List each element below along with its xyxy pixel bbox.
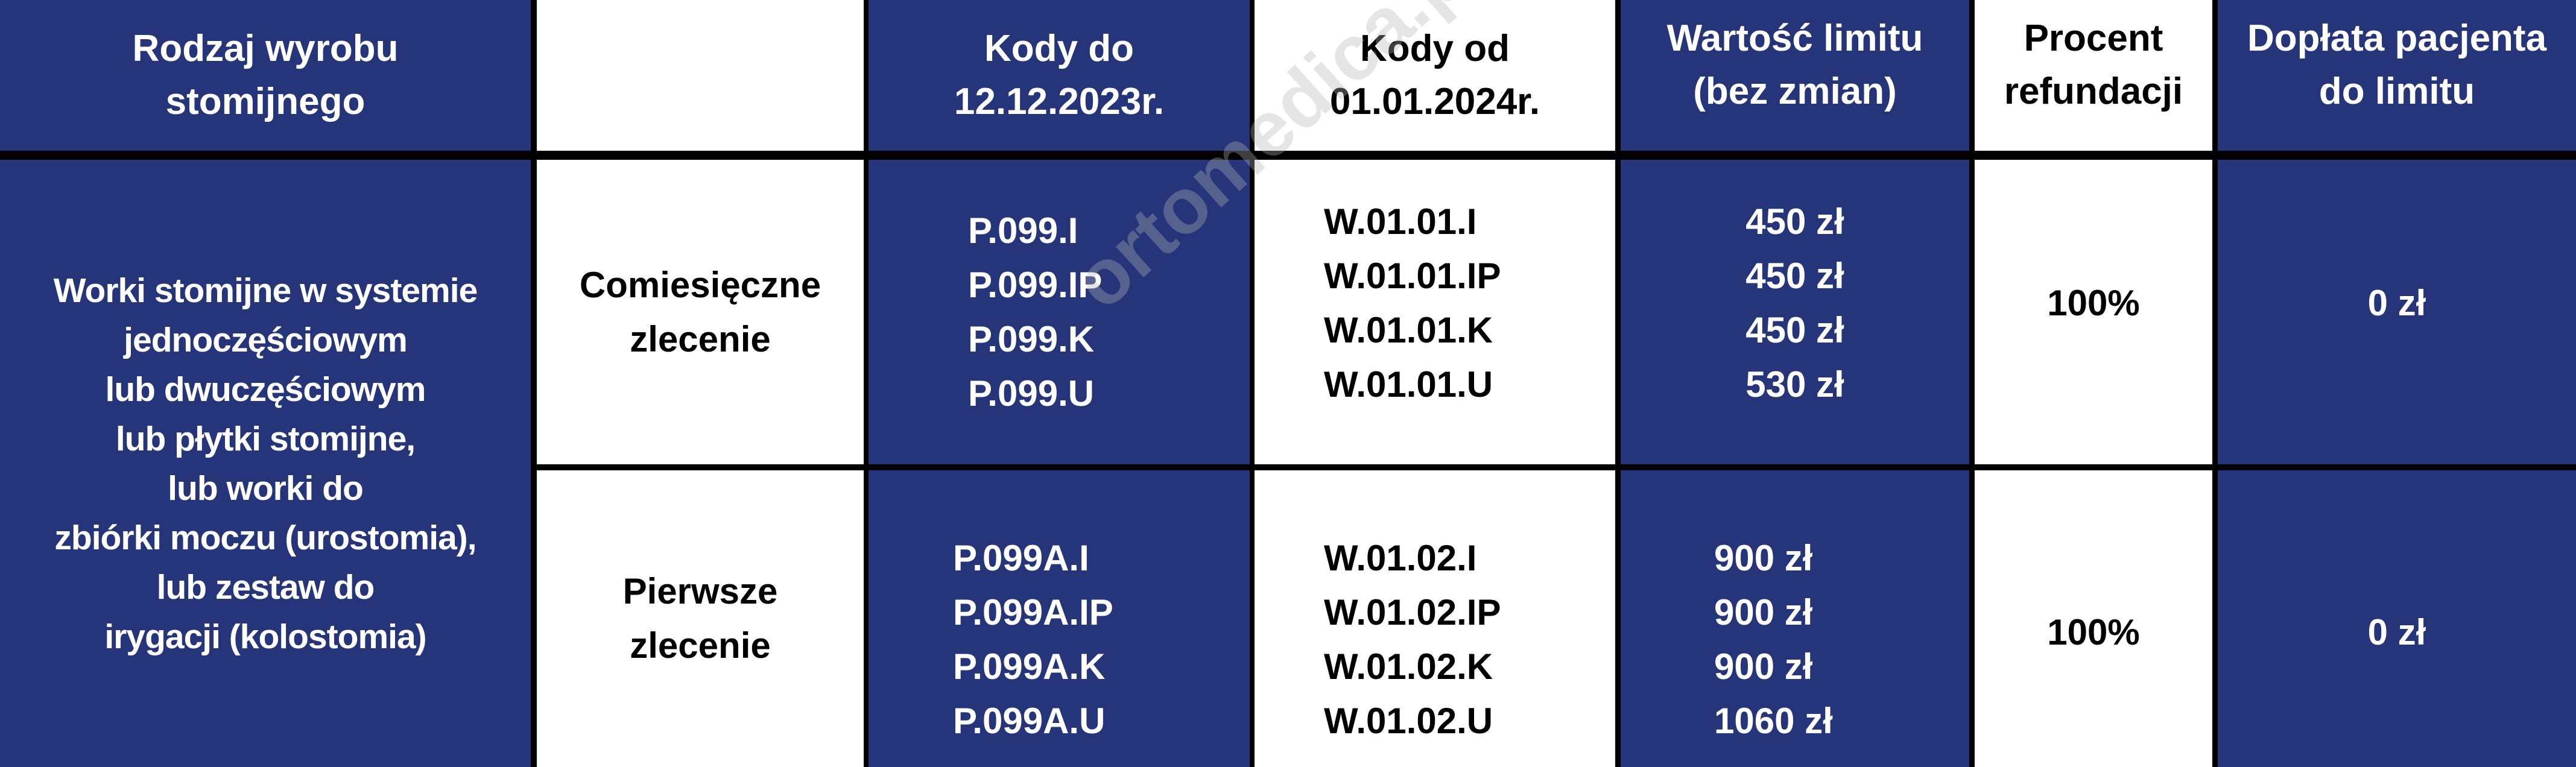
limit-value: 900 zł [1714,646,1813,687]
code: P.099A.K [953,646,1106,687]
product-type-cell: Worki stomijne w systemie jednoczęściowy… [0,160,531,767]
header-text: Wartość limitu [1666,17,1923,59]
limit-value: 450 zł [1745,309,1844,350]
limits-first: 900 zł 900 zł 900 zł 1060 zł [1621,470,1969,767]
order-type-text: Comiesięczne [579,264,821,305]
product-line: jednoczęściowym [124,320,408,359]
header-refund-percent: Procent refundacji [1975,0,2212,151]
limit-value: 450 zł [1745,255,1844,296]
old-codes-first: P.099A.I P.099A.IP P.099A.K P.099A.U [869,470,1250,767]
header-text: 12.12.2023r. [954,81,1165,122]
code: W.01.02.K [1324,646,1493,687]
limits-monthly: 450 zł 450 zł 450 zł 530 zł [1621,160,1969,464]
header-text: refundacji [2004,71,2183,112]
code: W.01.01.IP [1324,255,1501,296]
product-line: irygacji (kolostomia) [104,617,426,656]
header-text: Procent [2024,17,2163,59]
order-type-first: Pierwsze zlecenie [537,470,864,767]
order-type-text: Pierwsze [622,571,778,611]
product-line: lub zestaw do [156,567,375,607]
new-codes-first: W.01.02.I W.01.02.IP W.01.02.K W.01.02.U [1255,470,1615,767]
product-line: zbiórki moczu (urostomia), [54,518,476,557]
copay-monthly: 0 zł [2218,160,2576,464]
new-codes-monthly: W.01.01.I W.01.01.IP W.01.01.K W.01.01.U [1255,160,1615,464]
product-line: Worki stomijne w systemie [53,271,478,310]
code: P.099A.U [953,701,1106,741]
code: W.01.01.U [1324,364,1493,405]
header-new-codes: Kody od 01.01.2024r. [1255,0,1615,151]
refund-monthly: 100% [1975,160,2212,464]
order-type-text: zlecenie [630,318,771,359]
header-text: Rodzaj wyrobu [132,28,399,69]
code: W.01.02.I [1324,538,1477,578]
header-text: Kody do [984,28,1134,69]
code: W.01.01.I [1324,201,1477,242]
copay-first: 0 zł [2218,470,2576,767]
code: W.01.01.K [1324,309,1493,350]
limit-value: 900 zł [1714,538,1813,578]
header-text: Kody od [1360,28,1510,69]
header-limit-value: Wartość limitu (bez zmian) [1621,0,1969,151]
refund-first: 100% [1975,470,2212,767]
code: P.099A.IP [953,592,1113,633]
product-line: lub dwuczęściowym [105,370,426,409]
limit-value: 530 zł [1745,364,1844,405]
header-empty [537,0,864,151]
copay-value: 0 zł [2367,282,2426,323]
header-text: 01.01.2024r. [1329,81,1540,122]
order-type-monthly: Comiesięczne zlecenie [537,160,864,464]
old-codes-monthly: P.099.I P.099.IP P.099.K P.099.U [869,160,1250,464]
header-text: (bez zmian) [1693,71,1897,112]
header-product-type: Rodzaj wyrobu stomijnego [0,0,531,151]
code: P.099A.I [953,538,1089,578]
refund-value: 100% [2047,611,2140,652]
code: P.099.IP [968,264,1103,305]
header-text: stomijnego [165,81,366,122]
product-line: lub płytki stomijne, [115,419,416,458]
code: W.01.02.IP [1324,592,1501,633]
limit-value: 900 zł [1714,592,1813,633]
header-text: Dopłata pacjenta [2247,17,2547,59]
header-text: do limitu [2318,71,2475,112]
limit-value: 450 zł [1745,201,1844,242]
header-patient-copay: Dopłata pacjenta do limitu [2218,0,2576,151]
code: P.099.U [968,373,1095,414]
copay-value: 0 zł [2367,611,2426,652]
product-line: lub worki do [168,469,364,508]
order-type-text: zlecenie [630,625,771,666]
code: W.01.02.U [1324,701,1493,741]
limit-value: 1060 zł [1714,701,1833,741]
code: P.099.K [968,318,1095,359]
refund-value: 100% [2047,282,2140,323]
code: P.099.I [968,210,1078,251]
header-old-codes: Kody do 12.12.2023r. [869,0,1250,151]
